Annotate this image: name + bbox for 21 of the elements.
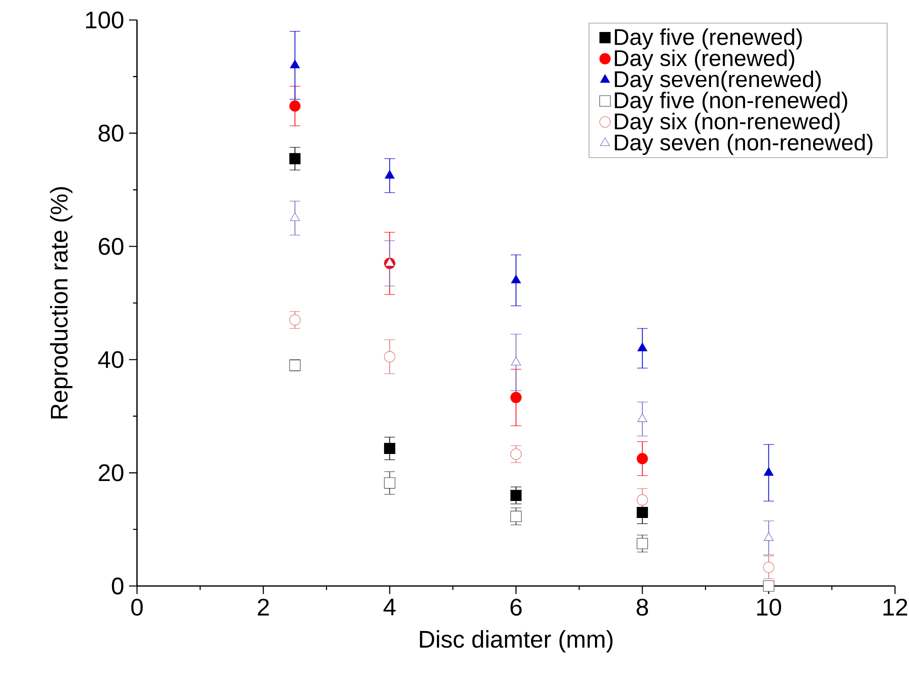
y-tick-label: 100 xyxy=(86,11,124,28)
y-axis-title: Reproduction rate (%) xyxy=(50,187,72,418)
legend-label: Day five (renewed) xyxy=(614,28,802,50)
y-tick-label: 40 xyxy=(98,351,124,368)
x-tick-label: 4 xyxy=(384,598,396,616)
x-tick-label: 0 xyxy=(131,598,143,616)
x-tick-label: 10 xyxy=(757,598,782,616)
legend-label: Day seven (non-renewed) xyxy=(614,134,872,156)
x-tick-label: 2 xyxy=(258,598,269,616)
x-axis-title: Disc diamter (mm) xyxy=(420,630,612,653)
y-tick-label: 80 xyxy=(98,124,124,142)
legend-label: Day six (renewed) xyxy=(614,50,794,71)
y-tick-label: 20 xyxy=(98,464,124,482)
y-tick-label: 60 xyxy=(98,238,124,255)
x-tick-label: 6 xyxy=(510,598,522,616)
y-tick-label: 0 xyxy=(112,577,124,594)
legend-label: Day six (non-renewed) xyxy=(614,112,840,134)
legend-label: Day seven(renewed) xyxy=(614,70,821,92)
x-tick-label: 8 xyxy=(636,598,648,616)
x-tick-label: 12 xyxy=(883,598,908,616)
legend-label: Day five (non-renewed) xyxy=(614,92,848,113)
